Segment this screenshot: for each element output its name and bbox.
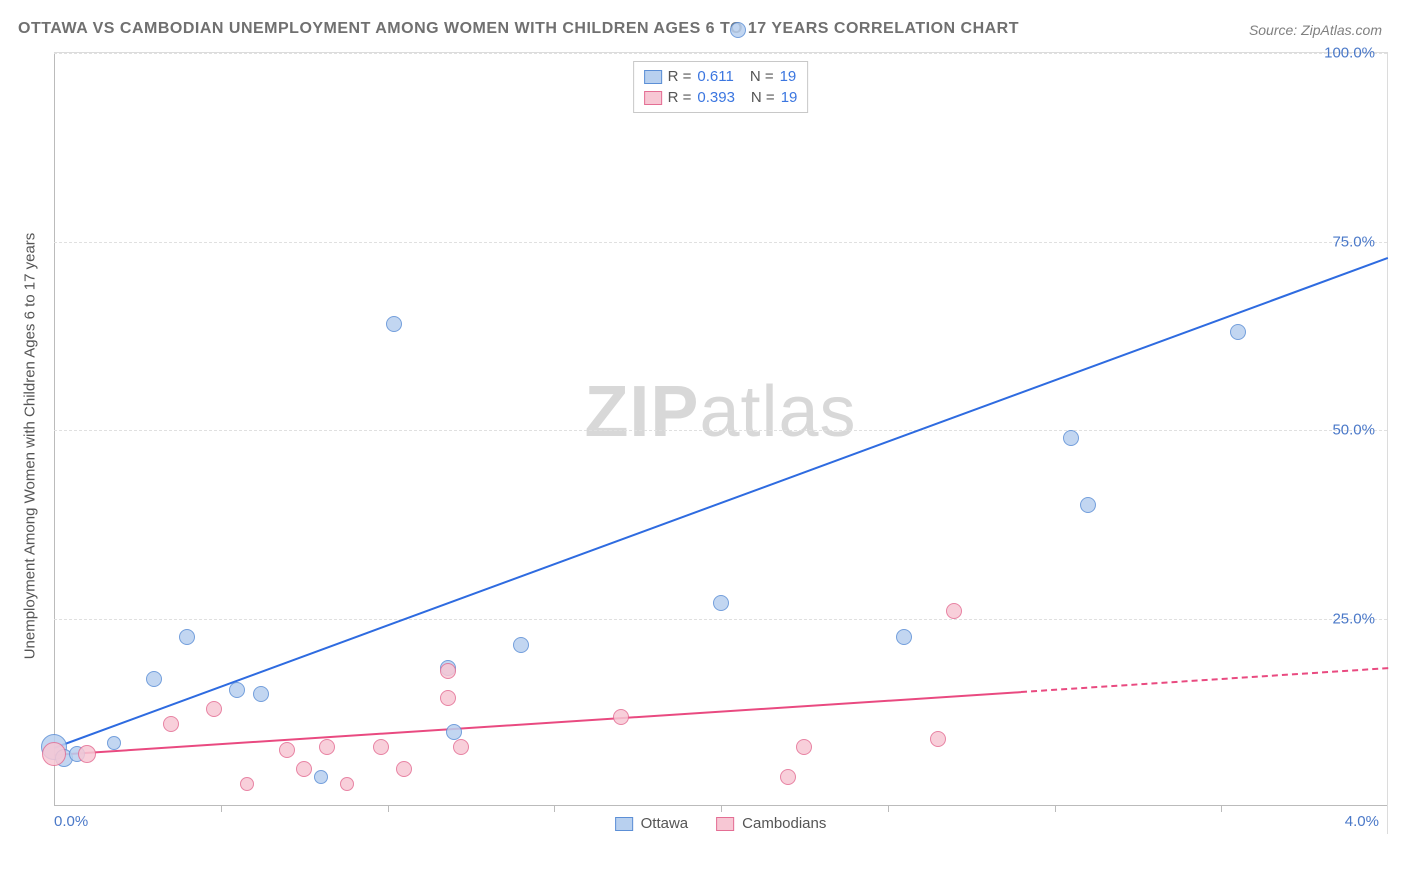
data-point-cambodians <box>373 739 389 755</box>
data-point-cambodians <box>296 761 312 777</box>
data-point-ottawa <box>107 736 121 750</box>
y-tick-label: 75.0% <box>1332 233 1375 250</box>
data-point-cambodians <box>780 769 796 785</box>
trend-line-cambodians <box>1021 668 1388 694</box>
legend-n-label: N = <box>751 89 775 106</box>
legend-swatch-ottawa <box>615 817 633 831</box>
x-tick <box>721 806 722 812</box>
x-tick-label: 0.0% <box>54 813 88 830</box>
gridline <box>54 619 1387 620</box>
x-tick <box>221 806 222 812</box>
data-point-cambodians <box>396 761 412 777</box>
x-tick <box>888 806 889 812</box>
data-point-ottawa <box>713 595 729 611</box>
legend-n-value-cambodians: 19 <box>781 89 798 106</box>
data-point-ottawa <box>314 770 328 784</box>
data-point-ottawa <box>1063 430 1079 446</box>
data-point-cambodians <box>340 777 354 791</box>
y-tick-label: 100.0% <box>1324 45 1375 62</box>
y-tick-label: 25.0% <box>1332 610 1375 627</box>
data-point-cambodians <box>319 739 335 755</box>
legend-label-cambodians: Cambodians <box>742 815 826 832</box>
legend-swatch-cambodians <box>716 817 734 831</box>
data-point-cambodians <box>946 603 962 619</box>
data-point-ottawa <box>253 686 269 702</box>
data-point-ottawa <box>896 629 912 645</box>
data-point-cambodians <box>163 716 179 732</box>
legend-swatch-ottawa <box>644 70 662 84</box>
data-point-ottawa <box>179 629 195 645</box>
x-tick <box>1221 806 1222 812</box>
y-tick-label: 50.0% <box>1332 422 1375 439</box>
gridline <box>54 242 1387 243</box>
data-point-ottawa <box>730 22 746 38</box>
data-point-cambodians <box>206 701 222 717</box>
data-point-cambodians <box>453 739 469 755</box>
data-point-cambodians <box>613 709 629 725</box>
data-point-ottawa <box>386 316 402 332</box>
plot-area: ZIPatlas R = 0.611 N = 19 R = 0.393 N = … <box>54 52 1388 834</box>
data-point-cambodians <box>279 742 295 758</box>
trend-line-cambodians <box>54 691 1021 756</box>
data-point-cambodians <box>930 731 946 747</box>
legend-row-ottawa: R = 0.611 N = 19 <box>644 66 798 87</box>
data-point-ottawa <box>446 724 462 740</box>
data-point-cambodians <box>796 739 812 755</box>
data-point-cambodians <box>240 777 254 791</box>
legend-item-ottawa: Ottawa <box>615 815 689 832</box>
x-tick <box>1055 806 1056 812</box>
legend-n-label: N = <box>750 68 774 85</box>
data-point-ottawa <box>1230 324 1246 340</box>
x-tick <box>388 806 389 812</box>
gridline <box>54 53 1387 54</box>
legend-n-value-ottawa: 19 <box>780 68 797 85</box>
data-point-cambodians <box>440 690 456 706</box>
data-point-ottawa <box>513 637 529 653</box>
data-point-cambodians <box>440 663 456 679</box>
legend-r-value-cambodians: 0.393 <box>697 89 735 106</box>
y-axis-label: Unemployment Among Women with Children A… <box>22 233 39 660</box>
watermark: ZIPatlas <box>584 371 856 453</box>
gridline <box>54 430 1387 431</box>
data-point-ottawa <box>229 682 245 698</box>
legend-row-cambodians: R = 0.393 N = 19 <box>644 87 798 108</box>
legend-r-label: R = <box>668 89 692 106</box>
data-point-cambodians <box>78 745 96 763</box>
x-tick-label: 4.0% <box>1345 813 1379 830</box>
legend-correlation: R = 0.611 N = 19 R = 0.393 N = 19 <box>633 61 809 113</box>
legend-series: Ottawa Cambodians <box>615 815 827 832</box>
legend-label-ottawa: Ottawa <box>641 815 689 832</box>
legend-swatch-cambodians <box>644 91 662 105</box>
chart-title: OTTAWA VS CAMBODIAN UNEMPLOYMENT AMONG W… <box>18 20 1019 38</box>
source-attribution: Source: ZipAtlas.com <box>1249 22 1382 38</box>
data-point-ottawa <box>1080 497 1096 513</box>
data-point-ottawa <box>146 671 162 687</box>
legend-item-cambodians: Cambodians <box>716 815 826 832</box>
legend-r-label: R = <box>668 68 692 85</box>
legend-r-value-ottawa: 0.611 <box>697 68 733 85</box>
x-tick <box>554 806 555 812</box>
data-point-cambodians <box>42 742 66 766</box>
trend-line-ottawa <box>54 257 1389 749</box>
